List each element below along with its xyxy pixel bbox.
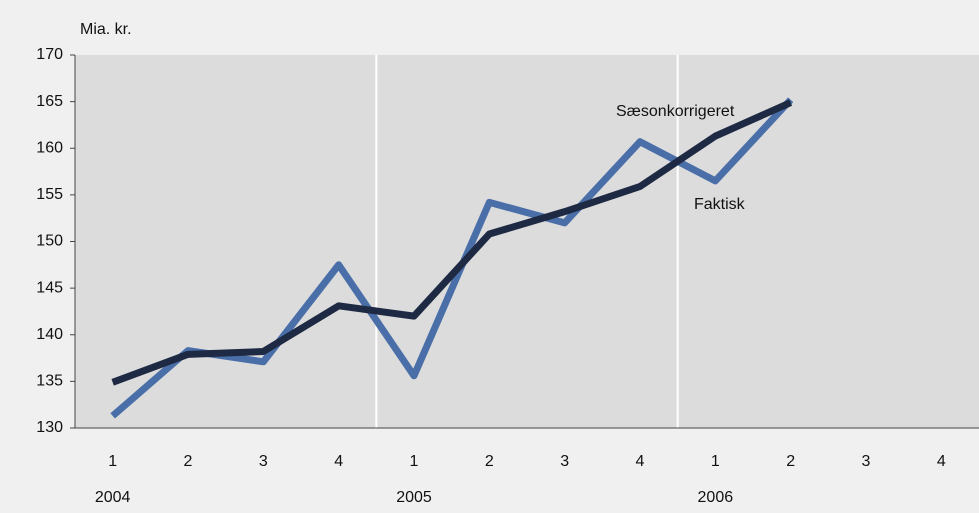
x-tick-label: 4 (636, 453, 645, 470)
y-tick-label: 135 (36, 373, 63, 390)
year-label: 2006 (698, 489, 734, 506)
x-tick-label: 4 (937, 453, 946, 470)
x-tick-label: 2 (485, 453, 494, 470)
x-tick-label: 3 (862, 453, 871, 470)
x-tick-label: 1 (108, 453, 117, 470)
x-tick-label: 3 (259, 453, 268, 470)
x-tick-label: 1 (711, 453, 720, 470)
x-tick-label: 3 (560, 453, 569, 470)
series-label: Faktisk (694, 196, 746, 213)
y-tick-label: 140 (36, 326, 63, 343)
y-tick-label: 150 (36, 233, 63, 250)
y-tick-label: 145 (36, 279, 63, 296)
plot-area (75, 55, 979, 428)
year-label: 2005 (396, 489, 432, 506)
y-axis-label: Mia. kr. (80, 21, 132, 38)
y-tick-label: 165 (36, 93, 63, 110)
y-tick-label: 155 (36, 186, 63, 203)
x-tick-label: 1 (410, 453, 419, 470)
y-tick-label: 130 (36, 419, 63, 436)
x-tick-label: 2 (786, 453, 795, 470)
y-tick-label: 160 (36, 139, 63, 156)
x-tick-label: 2 (184, 453, 193, 470)
series-label: Sæsonkorrigeret (616, 103, 735, 120)
y-tick-label: 170 (36, 46, 63, 63)
x-tick-label: 4 (334, 453, 343, 470)
year-label: 2004 (95, 489, 131, 506)
series-line (111, 99, 793, 386)
